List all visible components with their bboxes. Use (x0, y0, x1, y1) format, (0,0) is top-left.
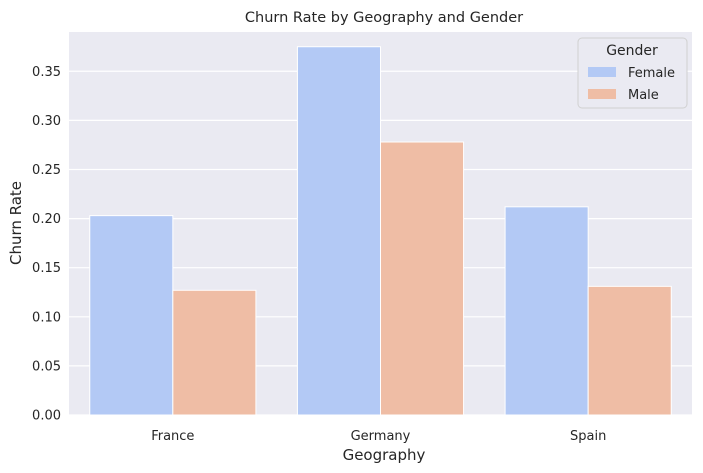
y-axis-label: Churn Rate (7, 181, 25, 265)
legend-swatch-female (588, 67, 616, 77)
y-tick-label: 0.15 (32, 261, 61, 276)
bar-france-male (172, 289, 257, 416)
legend-swatch-male (588, 89, 616, 99)
y-tick-label: 0.10 (32, 310, 61, 325)
legend: Gender Female Male (577, 37, 688, 109)
y-tick-label: 0.05 (32, 359, 61, 374)
legend-label-female: Female (628, 66, 675, 81)
y-tick-label: 0.00 (32, 409, 61, 424)
legend-label-male: Male (628, 88, 659, 103)
x-tick-label: Germany (351, 429, 411, 444)
y-axis-ticks: 0.00 0.05 0.10 0.15 0.20 0.25 0.30 0.35 (32, 65, 61, 424)
y-tick-label: 0.30 (32, 114, 61, 129)
bar-spain-female (504, 206, 589, 416)
bars (89, 46, 672, 416)
x-tick-label: France (151, 429, 194, 444)
y-tick-label: 0.35 (32, 65, 61, 80)
x-axis-ticks: France Germany Spain (151, 429, 606, 444)
bar-france-female (89, 215, 174, 416)
bar-spain-male (587, 285, 672, 416)
bar-germany-male (380, 141, 465, 416)
legend-title: Gender (606, 43, 658, 59)
x-tick-label: Spain (570, 429, 606, 444)
bar-germany-female (296, 46, 381, 416)
y-tick-label: 0.25 (32, 163, 61, 178)
y-tick-label: 0.20 (32, 212, 61, 227)
x-axis-label: Geography (343, 446, 426, 464)
chart-title: Churn Rate by Geography and Gender (245, 10, 523, 26)
